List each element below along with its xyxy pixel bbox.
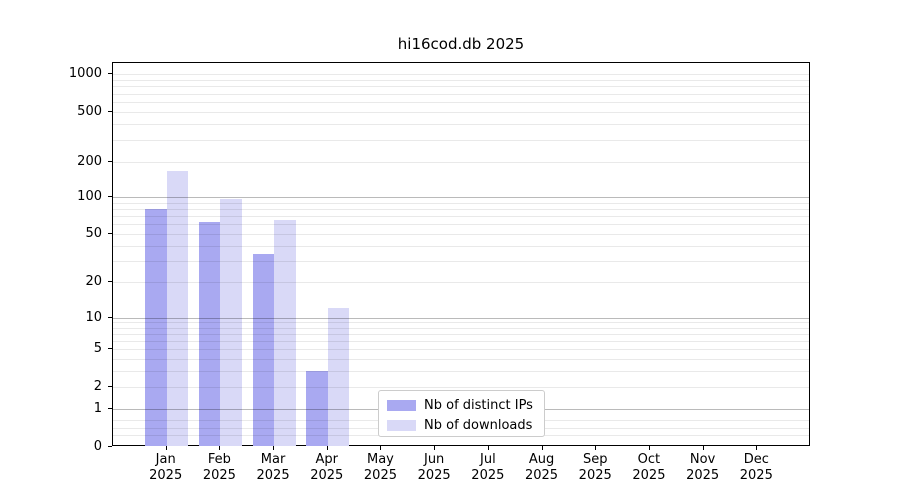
x-tick-mark	[326, 446, 328, 450]
gridline-minor	[113, 215, 809, 217]
gridline-minor	[113, 202, 809, 204]
gridline-major	[113, 317, 809, 319]
bar-ips-mar	[252, 254, 275, 446]
bar-ips-feb	[198, 222, 221, 446]
plot-area	[112, 62, 810, 446]
x-tick-mark	[434, 446, 436, 450]
bar-ips-jan	[145, 208, 167, 446]
x-tick-mark	[648, 446, 650, 450]
gridline-minor	[113, 139, 809, 141]
gridline-minor	[113, 74, 809, 76]
x-tick-label-mar: Mar 2025	[256, 452, 290, 483]
y-tick-label: 50	[85, 225, 102, 241]
x-tick-mark	[273, 446, 275, 450]
x-tick-label-nov: Nov 2025	[686, 452, 720, 483]
gridline-minor	[113, 358, 809, 360]
x-tick-label-aug: Aug 2025	[524, 452, 559, 483]
y-tick-mark	[108, 73, 112, 75]
x-tick-label-dec: Dec 2025	[739, 452, 773, 483]
x-tick-mark	[756, 446, 758, 450]
gridline-minor	[113, 102, 809, 104]
legend-item-downloads: Nb of downloads	[379, 416, 544, 436]
bar-ips-apr	[306, 370, 328, 446]
legend-item-distinct-ips: Nb of distinct IPs	[379, 396, 544, 416]
gridline-minor	[113, 260, 809, 262]
gridline-minor	[113, 349, 809, 351]
x-tick-label-apr: Apr 2025	[310, 452, 344, 483]
gridline-minor	[113, 79, 809, 81]
x-tick-label-jul: Jul 2025	[471, 452, 505, 483]
x-tick-label-oct: Oct 2025	[632, 452, 666, 483]
x-tick-mark	[541, 446, 543, 450]
y-tick-mark	[108, 386, 112, 388]
y-tick-label: 10	[85, 309, 102, 325]
y-tick-mark	[108, 348, 112, 350]
gridline-minor	[113, 86, 809, 88]
y-tick-label: 5	[93, 341, 102, 357]
y-tick-label: 200	[77, 153, 102, 169]
y-tick-mark	[108, 232, 112, 234]
y-tick-label: 1000	[68, 66, 102, 82]
legend-label: Nb of downloads	[424, 418, 533, 433]
legend: Nb of distinct IPs Nb of downloads	[378, 390, 545, 437]
x-tick-mark	[380, 446, 382, 450]
bar-downloads-apr	[327, 308, 350, 446]
x-tick-mark	[487, 446, 489, 450]
x-tick-mark	[165, 446, 167, 450]
gridline-minor	[113, 370, 809, 372]
x-tick-label-jun: Jun 2025	[417, 452, 451, 483]
legend-swatch-downloads	[387, 420, 416, 431]
gridline-minor	[113, 112, 809, 114]
y-tick-mark	[108, 445, 112, 447]
gridline-minor	[113, 341, 809, 343]
gridline-major	[113, 197, 809, 199]
legend-label: Nb of distinct IPs	[424, 398, 533, 413]
y-tick-label: 0	[93, 438, 102, 454]
x-tick-mark	[219, 446, 221, 450]
y-tick-label: 100	[77, 189, 102, 205]
gridline-minor	[113, 233, 809, 235]
y-tick-mark	[108, 160, 112, 162]
y-tick-label: 2	[93, 379, 102, 395]
gridline-minor	[113, 93, 809, 95]
gridline-minor	[113, 327, 809, 329]
y-tick-mark	[108, 280, 112, 282]
x-tick-mark	[702, 446, 704, 450]
gridline-minor	[113, 208, 809, 210]
y-tick-mark	[108, 111, 112, 113]
gridline-minor	[113, 224, 809, 226]
gridline-minor	[113, 387, 809, 389]
gridline-minor	[113, 124, 809, 126]
bar-downloads-mar	[274, 219, 296, 446]
y-tick-mark	[108, 407, 112, 409]
x-tick-mark	[595, 446, 597, 450]
y-tick-label: 20	[85, 273, 102, 289]
legend-swatch-distinct-ips	[387, 400, 416, 411]
y-tick-label: 1	[93, 400, 102, 416]
y-tick-mark	[108, 196, 112, 198]
gridline-minor	[113, 281, 809, 283]
bar-downloads-feb	[220, 199, 242, 446]
x-tick-label-may: May 2025	[363, 452, 397, 483]
y-tick-mark	[108, 316, 112, 318]
gridline-minor	[113, 245, 809, 247]
x-tick-label-jan: Jan 2025	[149, 452, 183, 483]
x-tick-label-sep: Sep 2025	[578, 452, 612, 483]
y-tick-label: 500	[77, 104, 102, 120]
gridline-minor	[113, 333, 809, 335]
bar-downloads-jan	[166, 171, 189, 446]
chart-title: hi16cod.db 2025	[397, 35, 525, 53]
gridline-minor	[113, 161, 809, 163]
x-tick-label-feb: Feb 2025	[202, 452, 236, 483]
gridline-minor	[113, 322, 809, 324]
